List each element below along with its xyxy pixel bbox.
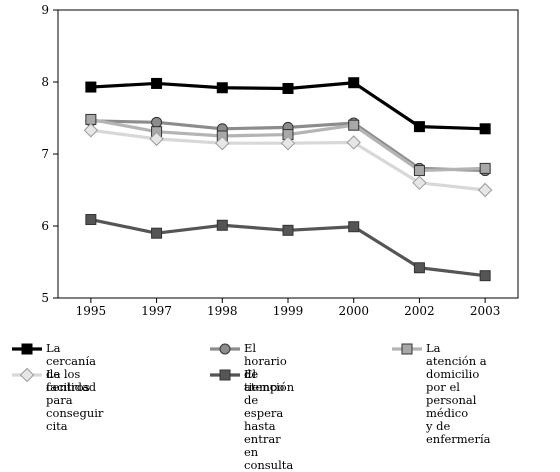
data-point-espera [348,221,360,233]
data-point-espera [282,224,294,236]
data-point-cercania [85,81,97,93]
legend-marker-cercania [21,343,33,355]
legend-label-horario: El horario de atención [244,341,295,394]
series-facilidad [83,123,493,198]
data-point-facilidad [412,175,427,191]
chart-legend: La cercanía de los centros El horario de… [0,332,560,472]
data-point-facilidad [215,135,230,151]
legend-label-espera: El tiempo de espera hasta entrar en cons… [244,367,294,472]
data-point-espera [216,219,228,231]
legend-marker-facilidad [19,368,35,382]
legend-label-domicilio: La atención a domicilio por el personal … [426,341,491,446]
chart-axes: 5 6 7 8 9 1995 1997 1998 1999 2000 2002 2003 [41,3,519,318]
data-point-facilidad [280,135,296,151]
data-point-domicilio [348,119,360,131]
data-point-facilidad [477,182,493,198]
x-tick-label: 1997 [141,304,172,318]
x-tick-label: 1999 [273,304,304,318]
y-tick-label: 5 [41,291,49,305]
line-chart: 5 6 7 8 9 1995 1997 1998 1999 2000 2002 2003 [41,3,519,318]
data-point-horario [151,116,163,128]
data-point-facilidad [346,135,361,150]
data-point-cercania [282,82,294,94]
legend-symbol-cercania [12,343,42,355]
chart-series [83,77,493,282]
x-tick-label: 2003 [470,304,501,318]
y-tick-label: 8 [41,75,49,89]
series-espera [85,214,491,282]
legend-label-facilidad: La facilidad para conseguir cita [46,367,104,433]
legend-marker-domicilio [401,343,413,355]
data-point-domicilio [85,113,97,125]
y-tick-label: 9 [41,3,49,17]
legend-symbol-facilidad [12,368,42,382]
data-point-espera [413,262,425,274]
y-tick-label: 6 [41,219,49,233]
legend-marker-espera [219,369,231,381]
data-point-cercania [348,77,360,89]
legend-symbol-espera [210,369,240,381]
data-point-cercania [216,82,228,94]
series-cercania [85,77,491,135]
x-tick-label: 2000 [338,304,369,318]
legend-marker-horario [219,343,231,355]
data-point-cercania [151,77,163,89]
x-tick-label: 1995 [76,304,107,318]
data-point-facilidad [83,123,99,138]
data-point-domicilio [413,165,425,177]
data-point-espera [479,270,491,282]
data-point-cercania [413,121,425,133]
legend-symbol-domicilio [392,343,422,355]
legend-label-cercania: La cercanía de los centros [46,341,96,394]
data-point-cercania [479,123,491,135]
plot-frame [57,9,519,299]
data-point-espera [85,214,97,226]
data-point-facilidad [149,131,164,147]
x-tick-label: 2002 [404,304,435,318]
x-tick-label: 1998 [207,304,238,318]
y-tick-label: 7 [41,147,49,161]
data-point-domicilio [479,162,491,174]
data-point-espera [151,227,163,239]
legend-symbol-horario [210,343,240,355]
